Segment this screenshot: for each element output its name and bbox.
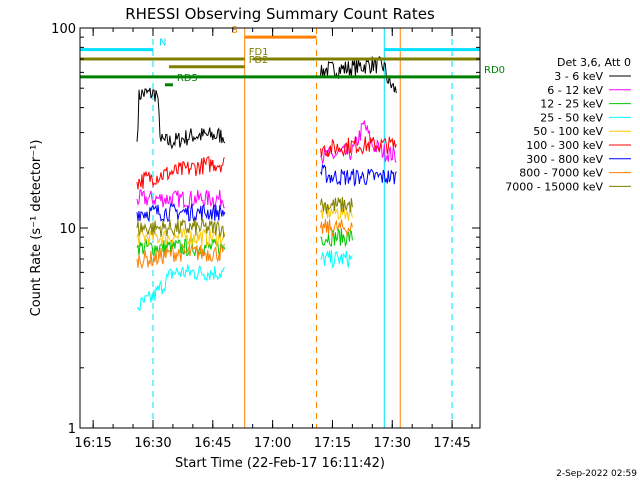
series-lines — [136, 55, 397, 311]
legend-label-7: 800 - 7000 keV — [519, 167, 603, 180]
flag-label-4: RD0 — [484, 65, 505, 76]
vertical-markers — [79, 28, 453, 428]
x-tick-label-3: 17:00 — [254, 436, 291, 451]
legend-label-3: 25 - 50 keV — [540, 111, 603, 124]
flag-label-5: RD5 — [177, 73, 198, 84]
series-8 — [137, 197, 396, 237]
legend-header: Det 3,6, Att 0 — [557, 56, 631, 69]
legend-label-1: 6 - 12 keV — [547, 84, 603, 97]
legend-label-5: 100 - 300 keV — [526, 139, 603, 152]
x-tick-label-5: 17:30 — [374, 436, 411, 451]
flag-label-1: S — [231, 25, 237, 36]
legend-label-2: 12 - 25 keV — [540, 98, 603, 111]
y-tick-label-2: 100 — [51, 22, 76, 37]
flag-label-3: FD2 — [249, 55, 269, 66]
legend-label-6: 300 - 800 keV — [526, 153, 603, 166]
flag-label-0: N — [159, 38, 166, 49]
series-0 — [136, 55, 397, 150]
y-tick-label-0: 1 — [68, 422, 76, 437]
legend-label-8: 7000 - 15000 keV — [505, 180, 603, 193]
flag-label-2: FD1 — [249, 47, 269, 58]
series-2 — [137, 228, 396, 256]
y-tick-label-1: 10 — [59, 222, 76, 237]
series-1 — [136, 120, 397, 209]
legend-label-0: 3 - 6 keV — [554, 70, 603, 83]
x-tick-label-0: 16:15 — [74, 436, 111, 451]
series-6 — [136, 164, 397, 223]
x-axis-label: Start Time (22-Feb-17 16:11:42) — [175, 456, 385, 471]
x-tick-label-2: 16:45 — [194, 436, 231, 451]
legend-label-4: 50 - 100 keV — [533, 125, 603, 138]
chart-title: RHESSI Observing Summary Count Rates — [125, 5, 435, 23]
x-tick-label-4: 17:15 — [314, 436, 351, 451]
x-tick-label-6: 17:45 — [433, 436, 470, 451]
series-5 — [136, 136, 397, 190]
y-axis-label: Count Rate (s⁻¹ detector⁻¹) — [29, 140, 44, 317]
x-tick-label-1: 16:30 — [134, 436, 171, 451]
timestamp: 2-Sep-2022 02:59 — [556, 469, 637, 479]
axes-ticks: 16:15 16:30 16:45 17:00 17:15 17:30 17:45 1 10 10… — [51, 22, 480, 451]
